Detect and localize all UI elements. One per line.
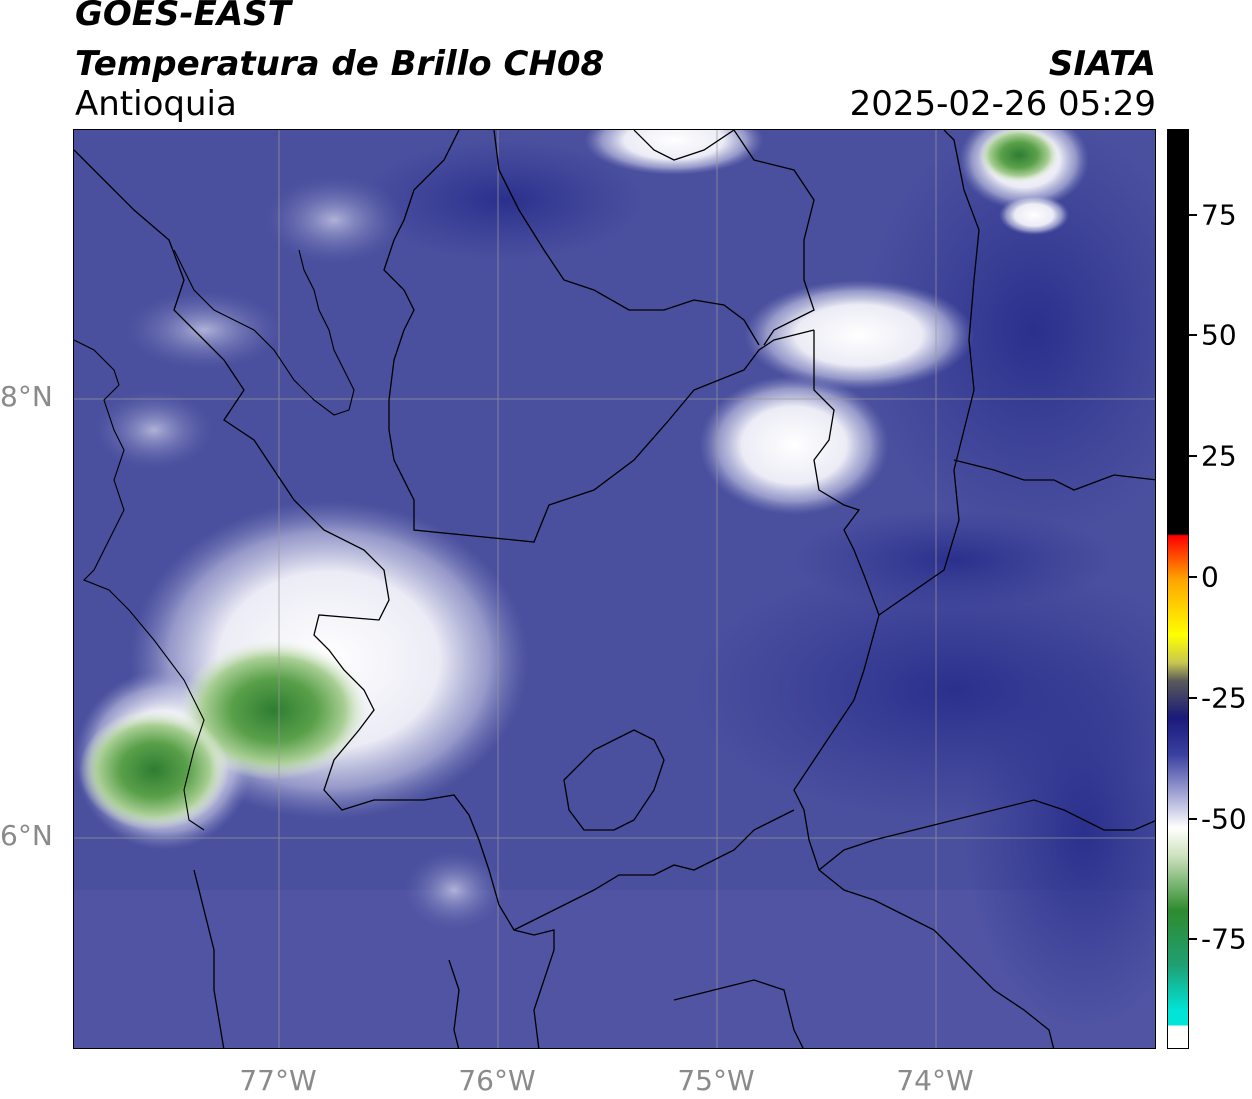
colorbar-label: 25 <box>1201 439 1237 473</box>
xtick-label: 75°W <box>677 1064 755 1097</box>
institution-label: SIATA <box>1048 44 1156 84</box>
colorbar-label: -25 <box>1201 681 1247 715</box>
xtick-label: 76°W <box>458 1064 536 1097</box>
ytick-label: 6°N <box>0 819 53 852</box>
xtick-label: 74°W <box>896 1064 974 1097</box>
map-canvas <box>74 130 1155 1048</box>
admin-borders <box>74 130 1155 1048</box>
cloud-white <box>744 280 974 390</box>
ytick-label: 8°N <box>0 380 53 413</box>
product-title: Temperatura de Brillo CH08 <box>75 44 605 84</box>
satellite-map[interactable] <box>73 129 1156 1049</box>
colorbar-label: 50 <box>1201 318 1237 352</box>
coastline <box>74 249 355 831</box>
cold-region <box>864 130 1155 540</box>
colorbar <box>1167 129 1189 1049</box>
colorbar-label: 75 <box>1201 198 1237 232</box>
colorbar-label: -75 <box>1201 922 1247 956</box>
colorbar-label: 0 <box>1201 560 1219 594</box>
colorbar-label: -50 <box>1201 802 1247 836</box>
cloud-green <box>179 640 369 780</box>
region-label: Antioquia <box>75 84 237 124</box>
graticule <box>74 130 1155 1048</box>
xtick-label: 77°W <box>239 1064 317 1097</box>
satellite-title: GOES-EAST <box>75 0 291 34</box>
datetime-label: 2025-02-26 05:29 <box>849 84 1156 124</box>
